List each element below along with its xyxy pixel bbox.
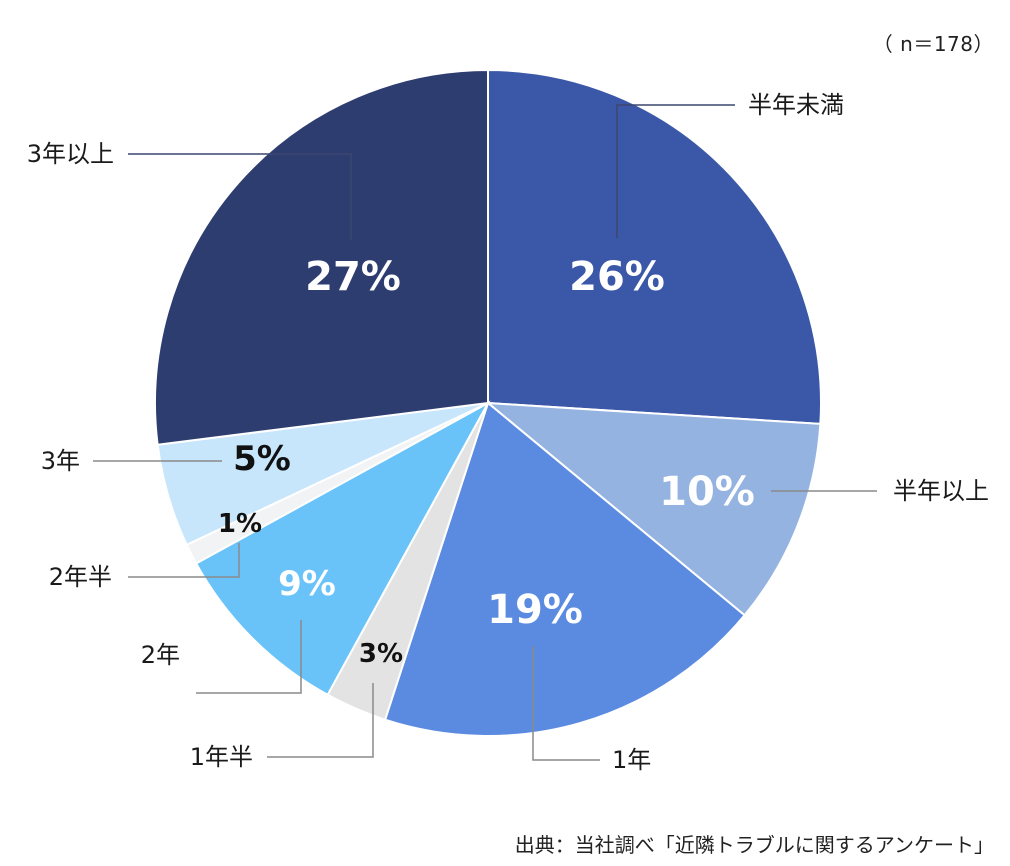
- leader-line-half-year-less: [616, 104, 735, 238]
- category-label-one-and-half-year: 1年半: [190, 743, 253, 771]
- value-label-two-and-half-year: 1%: [218, 509, 262, 539]
- value-label-three-year: 5%: [233, 439, 291, 479]
- category-label-three-year-plus: 3年以上: [27, 140, 114, 168]
- pie-slice-half-year-less: [487, 68, 822, 425]
- value-label-half-year-plus: 10%: [659, 469, 755, 515]
- value-label-two-year: 9%: [278, 564, 336, 604]
- value-label-one-and-half-year: 3%: [359, 639, 403, 669]
- leader-line-three-year-plus: [128, 153, 352, 240]
- pie-slice-one-year: [383, 401, 746, 737]
- leader-line-two-year: [196, 620, 302, 694]
- value-label-three-year-plus: 27%: [305, 254, 401, 300]
- value-label-one-year: 19%: [487, 587, 583, 633]
- leader-line-one-year: [532, 646, 600, 761]
- category-label-two-year: 2年: [141, 641, 180, 669]
- leader-line-one-and-half-year: [267, 683, 374, 758]
- value-label-half-year-less: 26%: [569, 254, 665, 300]
- category-label-one-year: 1年: [612, 746, 651, 774]
- leader-line-two-and-half-year: [128, 543, 240, 578]
- category-label-half-year-plus: 半年以上: [893, 477, 989, 505]
- category-label-half-year-less: 半年未満: [748, 91, 844, 119]
- pie-slice-three-year-plus: [154, 68, 489, 446]
- category-label-two-and-half-year: 2年半: [49, 563, 112, 591]
- pie-slice-two-year: [194, 400, 491, 697]
- category-label-three-year: 3年: [41, 447, 80, 475]
- pie-slice-half-year-plus: [484, 401, 822, 617]
- sample-size-label: （ n＝178）: [872, 32, 994, 56]
- source-note: 出典：当社調べ「近隣トラブルに関するアンケート」: [514, 833, 994, 857]
